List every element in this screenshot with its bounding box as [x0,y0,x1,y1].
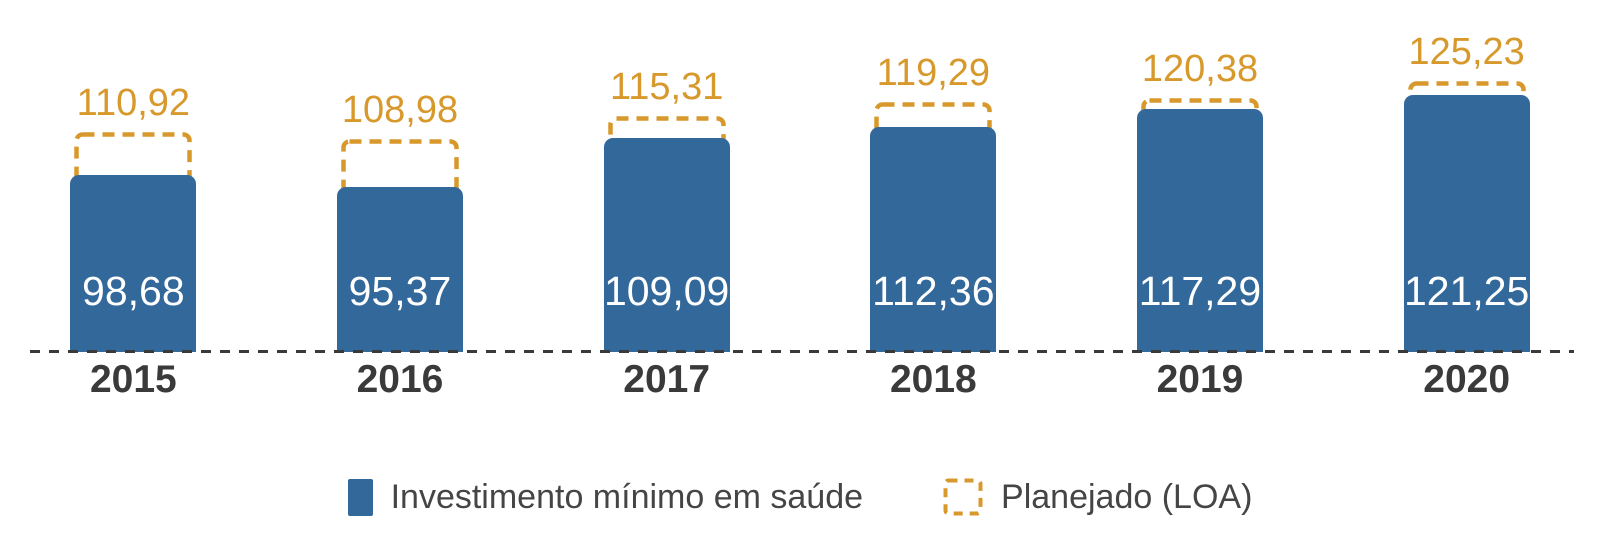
bar [70,175,197,352]
bar [336,187,463,352]
year-label: 2019 [1156,358,1244,401]
bar-value-label: 121,25 [1403,268,1530,314]
legend-label-planejado: Planejado (LOA) [1001,478,1253,516]
bar-group-2015: 110,92 98,68 2015 [0,0,267,549]
year-label: 2018 [889,358,977,401]
solid-bar-swatch-icon [347,478,373,516]
year-label: 2015 [89,358,177,401]
bar-group-2016: 108,98 95,37 2016 [267,0,534,549]
planned-outline [874,102,993,352]
bar-group-2018: 119,29 112,36 2018 [800,0,1067,549]
bar [870,127,997,352]
baseline-axis [30,350,1574,353]
bar [603,138,730,352]
planned-value-label: 119,29 [876,52,991,94]
bar-value-label: 117,29 [1138,268,1262,314]
bar [1403,95,1530,352]
bar [1136,109,1263,352]
planned-value-label: 125,23 [1408,31,1525,73]
planned-value-label: 108,98 [341,89,459,131]
bar-value-label: 112,36 [872,268,995,314]
planned-value-label: 115,31 [609,66,724,108]
planned-value-label: 110,92 [76,82,191,124]
planned-value-label: 120,38 [1141,48,1259,90]
bar-value-label: 109,09 [603,268,730,314]
bar-group-2017: 115,31 109,09 2017 [533,0,800,549]
dashed-box-swatch-icon [943,478,983,516]
bar-group-2020: 125,23 121,25 2020 [1333,0,1600,549]
legend: Investimento mínimo em saúde Planejado (… [0,478,1600,516]
legend-item-investimento: Investimento mínimo em saúde [347,478,864,516]
bar-group-2019: 120,38 117,29 2019 [1067,0,1334,549]
bar-value-label: 98,68 [82,268,185,314]
legend-item-planejado: Planejado (LOA) [943,478,1252,516]
year-label: 2017 [623,358,711,401]
year-label: 2016 [356,358,444,401]
legend-label-investimento: Investimento mínimo em saúde [390,478,864,516]
bar-value-label: 95,37 [348,268,452,314]
year-label: 2020 [1423,358,1511,401]
